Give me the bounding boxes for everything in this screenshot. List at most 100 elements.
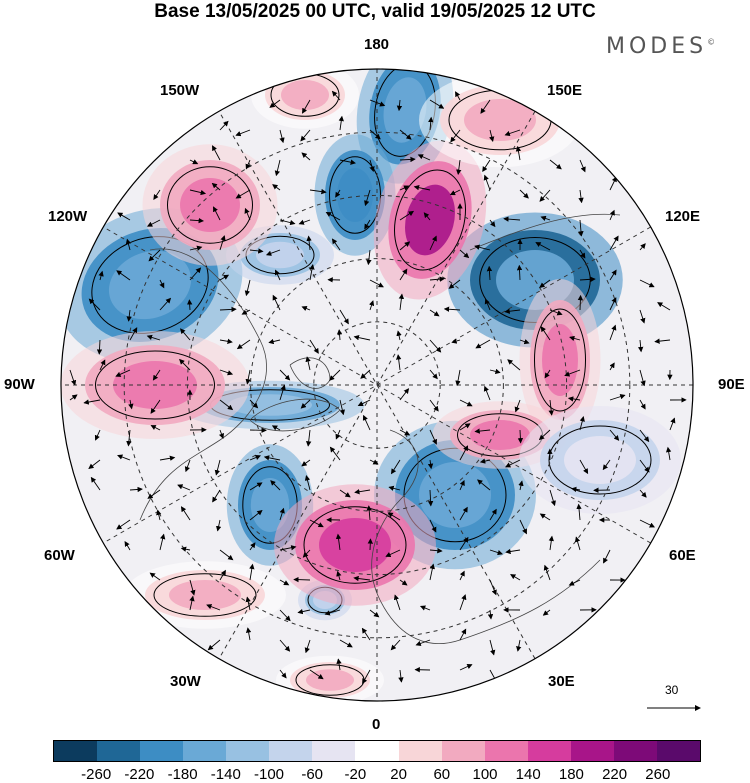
colorbar-box-11 [527, 741, 571, 761]
wind-arrow [417, 154, 431, 161]
wind-arrow [399, 268, 408, 281]
wind-arrow [515, 145, 522, 161]
wind-arrow [474, 428, 491, 434]
copyright-mark: © [707, 37, 716, 47]
anomaly-contour [256, 241, 304, 269]
wind-arrow [69, 369, 77, 386]
wind-arrow [569, 335, 581, 342]
wind-arrow [576, 503, 582, 521]
wind-arrow [338, 115, 344, 131]
wind-arrow [153, 189, 161, 200]
wind-arrow [249, 509, 263, 521]
wind-arrow [279, 579, 290, 586]
wind-arrow [236, 339, 251, 350]
wind-arrow [354, 489, 371, 495]
wind-arrow [390, 459, 401, 475]
colorbar-tick-label: -20 [344, 766, 367, 783]
wind-arrow [369, 459, 379, 465]
wind-arrow [270, 480, 281, 491]
wind-arrow [396, 99, 403, 112]
wind-arrow [459, 536, 469, 551]
wind-arrow [279, 129, 285, 144]
wind-arrow [364, 219, 371, 230]
wind-arrow [186, 299, 193, 311]
brand-text: MODES [606, 34, 708, 59]
colorbar-box-9 [441, 741, 485, 761]
wind-arrow [245, 159, 251, 170]
wind-arrow [184, 459, 191, 473]
lon-label-150w: 150W [160, 82, 200, 99]
colorbar-box-14 [656, 741, 700, 761]
wind-arrow [219, 306, 237, 313]
wind-arrow [489, 579, 497, 596]
wind-arrow [335, 533, 342, 551]
wind-arrow [516, 639, 522, 652]
wind-arrow [579, 459, 589, 475]
wind-arrow [249, 563, 255, 581]
wind-arrow [245, 627, 252, 641]
wind-arrow [387, 512, 401, 521]
map-title: Base 13/05/2025 00 UTC, valid 19/05/2025… [154, 1, 596, 22]
wind-arrow [159, 279, 165, 289]
colorbar-tick-label: -260 [81, 766, 112, 783]
wind-arrow [637, 339, 644, 353]
wind-arrow [505, 548, 521, 555]
wind-arrow [362, 669, 371, 685]
wind-arrow [429, 429, 437, 445]
wind-arrow [150, 399, 161, 414]
wind-arrow [279, 507, 285, 521]
wind-arrow [517, 429, 524, 444]
wind-arrow [94, 429, 101, 441]
wind-arrow [398, 669, 404, 683]
colorbar-box-6 [312, 741, 356, 761]
wind-arrow [487, 609, 494, 620]
wind-arrow [489, 508, 497, 521]
wind-arrow [429, 235, 437, 251]
wind-arrow [639, 309, 646, 324]
wind-arrow [477, 479, 491, 491]
wind-arrow [279, 219, 296, 226]
wind-arrow [474, 244, 491, 251]
wind-arrow [459, 664, 473, 671]
wind-arrow [249, 399, 259, 409]
wind-arrow [218, 429, 224, 439]
wind-arrow [219, 120, 229, 131]
wind-arrow [116, 519, 131, 530]
wind-arrow [207, 639, 221, 651]
wind-arrow [459, 249, 470, 259]
reference-vector-label: 30 [665, 683, 679, 697]
anomaly-contour [319, 518, 391, 572]
wind-arrow [459, 628, 467, 641]
wind-arrow [415, 639, 431, 646]
wind-arrow [265, 249, 281, 256]
wind-arrow [654, 338, 671, 344]
wind-arrow [339, 399, 345, 416]
wind-arrow [300, 399, 311, 409]
wind-arrow [325, 211, 341, 221]
wind-arrow [353, 575, 371, 582]
wind-arrow [518, 480, 524, 491]
height-contour-line [95, 350, 215, 420]
lon-label-30e: 30E [548, 673, 575, 690]
wind-arrow [335, 429, 341, 440]
wind-arrow [609, 297, 617, 311]
wind-arrow [479, 458, 491, 464]
wind-arrow [189, 159, 199, 165]
lon-label-30w: 30W [170, 673, 201, 690]
colorbar-tick-label: -220 [124, 766, 155, 783]
wind-arrow [83, 399, 101, 405]
wind-arrow [507, 359, 521, 371]
colorbar-tick-label: -100 [253, 766, 285, 783]
wind-arrow [567, 396, 581, 402]
wind-arrow [544, 369, 551, 379]
wind-arrow [249, 482, 263, 491]
wind-arrow [235, 129, 251, 137]
wind-arrow [609, 209, 615, 221]
brand-logo: MODES© [606, 34, 715, 59]
wind-arrow [360, 369, 371, 379]
wind-arrow [301, 459, 311, 467]
wind-arrow [459, 506, 468, 521]
wind-arrow [148, 249, 161, 262]
wind-arrow [309, 519, 324, 528]
wind-arrow [369, 129, 381, 140]
